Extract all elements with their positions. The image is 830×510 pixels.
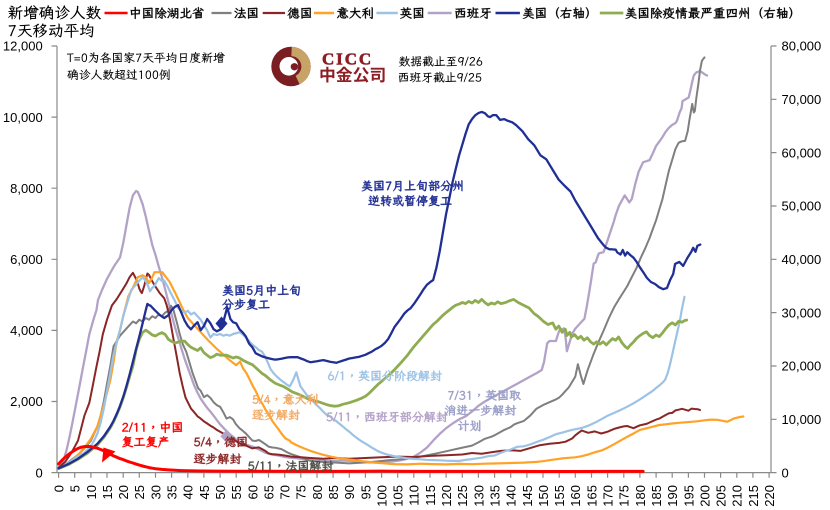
svg-text:150: 150: [536, 485, 551, 507]
svg-text:210: 210: [730, 485, 745, 507]
svg-text:0: 0: [782, 465, 789, 480]
svg-text:2,000: 2,000: [10, 394, 43, 409]
svg-text:15: 15: [100, 485, 115, 499]
svg-text:45: 45: [197, 485, 212, 499]
svg-text:10,000: 10,000: [3, 110, 43, 125]
svg-text:205: 205: [714, 485, 729, 507]
svg-text:60: 60: [245, 485, 260, 499]
svg-text:220: 220: [762, 485, 777, 507]
svg-text:85: 85: [326, 485, 341, 499]
svg-text:165: 165: [584, 485, 599, 507]
svg-text:105: 105: [391, 485, 406, 507]
svg-text:70: 70: [278, 485, 293, 499]
svg-text:80,000: 80,000: [782, 39, 822, 54]
svg-text:5: 5: [68, 485, 83, 492]
svg-text:55: 55: [229, 485, 244, 499]
svg-text:200: 200: [697, 485, 712, 507]
svg-text:25: 25: [132, 485, 147, 499]
svg-text:20,000: 20,000: [782, 359, 822, 374]
svg-text:40: 40: [181, 485, 196, 499]
svg-text:65: 65: [261, 485, 276, 499]
svg-text:75: 75: [294, 485, 309, 499]
svg-text:185: 185: [649, 485, 664, 507]
svg-text:0: 0: [52, 485, 67, 492]
svg-text:175: 175: [617, 485, 632, 507]
svg-text:8,000: 8,000: [10, 181, 43, 196]
svg-text:125: 125: [455, 485, 470, 507]
svg-text:70,000: 70,000: [782, 92, 822, 107]
svg-text:0: 0: [35, 465, 42, 480]
svg-text:95: 95: [358, 485, 373, 499]
svg-text:215: 215: [746, 485, 761, 507]
svg-text:60,000: 60,000: [782, 145, 822, 160]
svg-text:10,000: 10,000: [782, 412, 822, 427]
svg-text:80: 80: [310, 485, 325, 499]
svg-text:195: 195: [681, 485, 696, 507]
svg-text:35: 35: [165, 485, 180, 499]
svg-text:155: 155: [552, 485, 567, 507]
svg-text:140: 140: [504, 485, 519, 507]
svg-text:4,000: 4,000: [10, 323, 43, 338]
svg-text:CICC: CICC: [322, 50, 373, 69]
svg-text:145: 145: [520, 485, 535, 507]
svg-text:180: 180: [633, 485, 648, 507]
svg-text:40,000: 40,000: [782, 252, 822, 267]
svg-text:115: 115: [423, 485, 438, 506]
svg-text:130: 130: [471, 485, 486, 507]
svg-text:120: 120: [439, 485, 454, 507]
svg-text:110: 110: [407, 485, 422, 506]
svg-text:170: 170: [601, 485, 616, 507]
svg-text:20: 20: [116, 485, 131, 499]
svg-text:6,000: 6,000: [10, 252, 43, 267]
svg-text:12,000: 12,000: [3, 39, 43, 54]
svg-text:160: 160: [568, 485, 583, 507]
svg-text:30,000: 30,000: [782, 305, 822, 320]
svg-text:10: 10: [84, 485, 99, 499]
svg-text:50,000: 50,000: [782, 199, 822, 214]
svg-text:90: 90: [342, 485, 357, 499]
svg-text:135: 135: [488, 485, 503, 507]
svg-text:100: 100: [374, 485, 389, 507]
svg-text:50: 50: [213, 485, 228, 499]
svg-text:190: 190: [665, 485, 680, 507]
svg-text:30: 30: [148, 485, 163, 499]
